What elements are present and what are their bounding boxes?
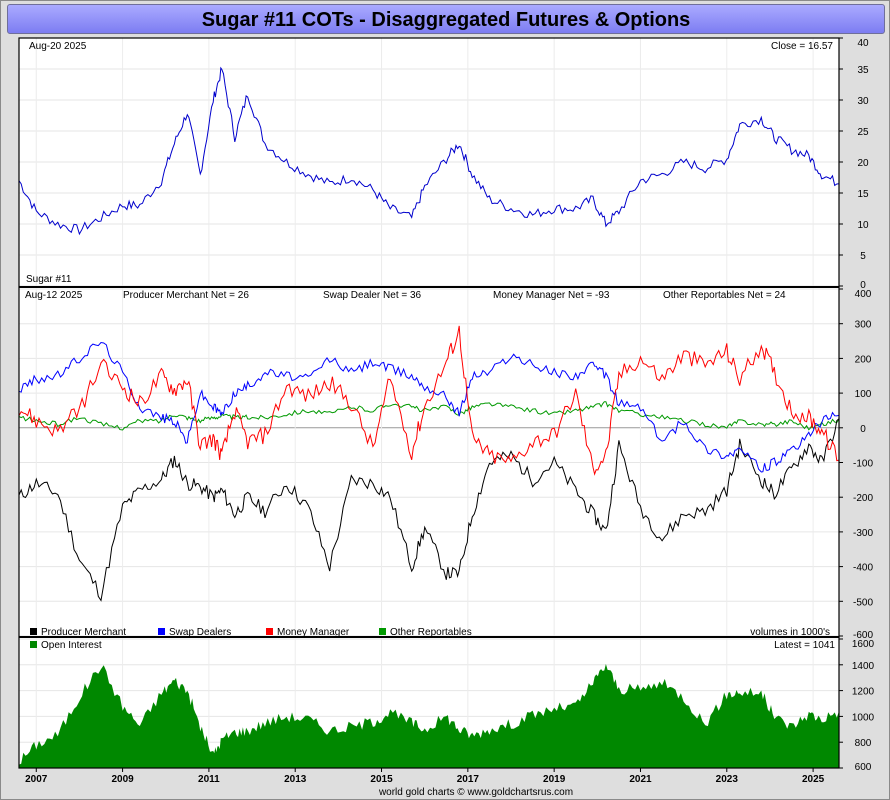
y-tick-label: 25 [857,127,869,138]
series-line-money-manager [18,325,840,476]
plot-border [18,37,840,769]
series-label: Sugar #11 [26,274,72,285]
y-tick-label: 1400 [852,661,875,672]
x-tick-label: 2011 [198,774,220,785]
y-tick-label: 1200 [852,687,875,698]
price-line [18,66,840,236]
legend-oi-swatch [30,641,37,648]
money-net-label: Money Manager Net = -93 [493,290,610,301]
open-interest-area [19,664,839,768]
y-tick-label: -100 [853,459,873,470]
price-date-label: Aug-20 2025 [29,41,87,52]
grid-lines [19,37,839,769]
y-tick-label: 0 [860,424,866,435]
y-tick-label: 40 [857,38,869,49]
other-net-label: Other Reportables Net = 24 [663,290,786,301]
y-tick-label: 1000 [852,712,875,723]
title-bar: Sugar #11 COTs - Disaggregated Futures &… [7,4,885,34]
legend-money-label: Money Manager [277,627,350,638]
y-tick-label: 600 [855,762,872,773]
y-tick-label: 15 [857,189,869,200]
cot-date-label: Aug-12 2025 [25,290,83,301]
y-tick-label: 35 [857,65,869,76]
swap-net-label: Swap Dealer Net = 36 [323,290,422,301]
y-tick-label: -200 [853,493,873,504]
x-axis-ticks: 2007 2009 2011 2013 2015 2017 2019 2021 2023 2025 [25,768,825,785]
cot-lines [18,325,840,602]
series-area-open-interest [19,664,839,768]
legend-money-swatch [266,628,273,635]
y-tick-label: 400 [855,289,872,300]
oi-latest-label: Latest = 1041 [774,640,835,651]
y-tick-label: 800 [855,738,872,749]
y-axis-ticks: 40353025201510504003002001000-100-200-30… [839,37,875,773]
y-tick-label: -300 [853,528,873,539]
x-tick-label: 2019 [543,774,566,785]
y-tick-label: 5 [860,251,866,262]
footer-credit: world gold charts © www.goldchartsrus.co… [378,787,573,798]
series-line-swap-dealers [18,341,840,473]
close-label: Close = 16.57 [771,41,833,52]
legend-oi-label: Open Interest [41,640,102,651]
y-tick-label: -600 [853,630,873,641]
x-tick-label: 2009 [111,774,134,785]
producer-net-label: Producer Merchant Net = 26 [123,290,249,301]
chart-title: Sugar #11 COTs - Disaggregated Futures &… [201,9,691,31]
x-tick-label: 2021 [629,774,652,785]
y-tick-label: 20 [857,158,869,169]
y-tick-label: -500 [853,597,873,608]
legend-producer-label: Producer Merchant [41,627,126,638]
y-tick-label: 100 [855,389,872,400]
legend-producer-swatch [30,628,37,635]
x-tick-label: 2007 [25,774,48,785]
series-line-sugar [18,66,840,236]
x-tick-label: 2015 [370,774,393,785]
x-tick-label: 2017 [457,774,480,785]
y-tick-label: 300 [855,320,872,331]
y-tick-label: 10 [857,220,869,231]
y-tick-label: 30 [857,96,869,107]
x-tick-label: 2023 [716,774,739,785]
units-note: volumes in 1000's [750,627,830,638]
x-tick-label: 2025 [802,774,825,785]
legend-swap-swatch [158,628,165,635]
y-tick-label: 200 [855,354,872,365]
series-line-producer-merchant [18,418,840,602]
y-tick-label: 0 [860,280,866,291]
legend-other-label: Other Reportables [390,627,472,638]
legend-swap-label: Swap Dealers [169,627,231,638]
y-tick-label: 1600 [852,639,875,650]
x-tick-label: 2013 [284,774,307,785]
legend-other-swatch [379,628,386,635]
y-tick-label: -400 [853,563,873,574]
